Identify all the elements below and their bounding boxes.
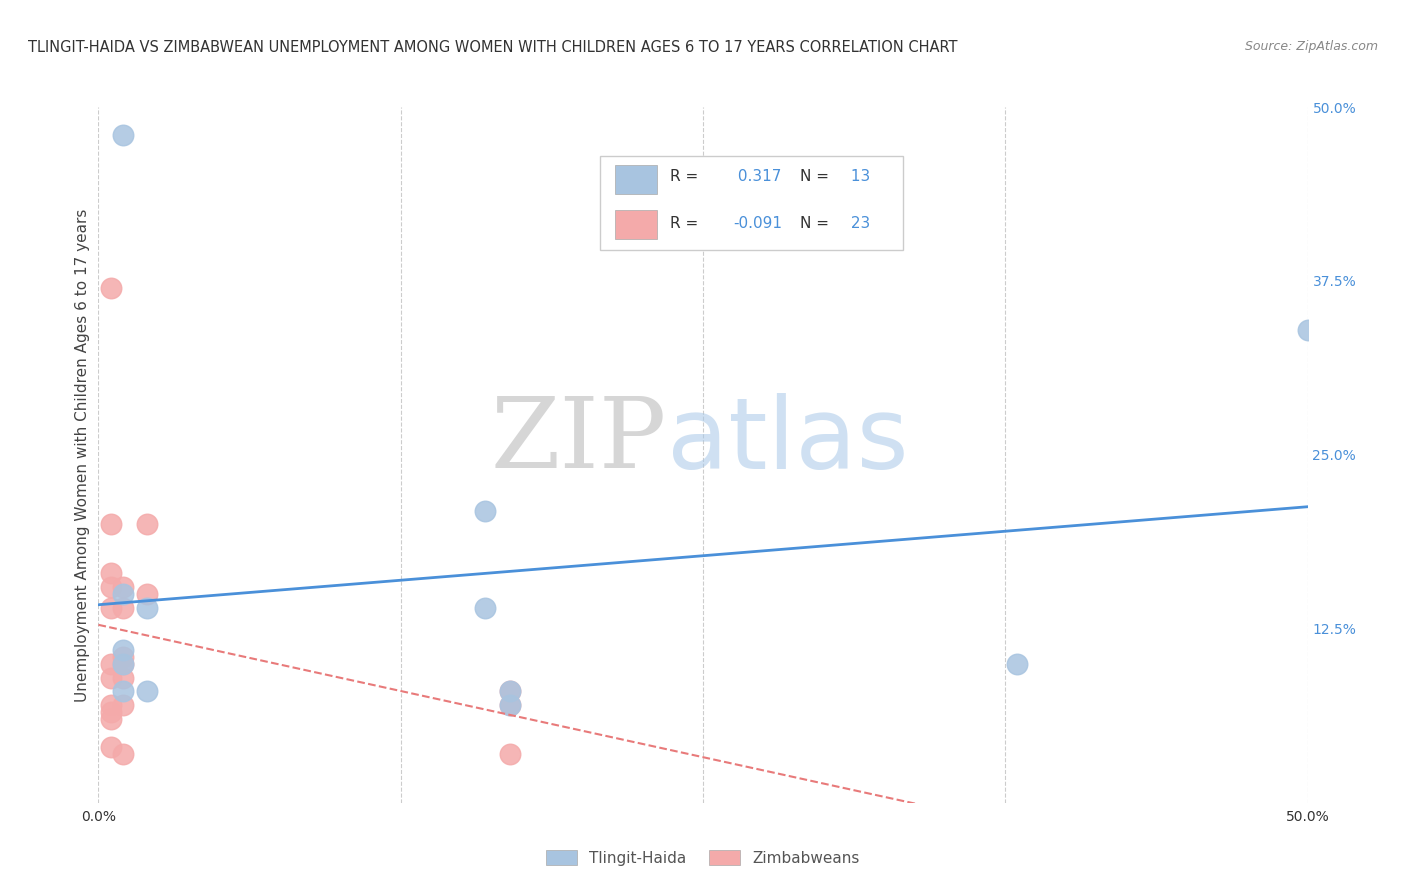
Text: 13: 13 (845, 169, 870, 184)
Point (100, 712, 122, 726)
Text: -0.091: -0.091 (734, 217, 782, 231)
Bar (614, 165, 657, 194)
Point (100, 566, 122, 581)
Point (111, 657, 134, 671)
Text: 23: 23 (845, 217, 870, 231)
Point (135, 587, 157, 601)
Text: R =: R = (671, 169, 699, 184)
Point (111, 671, 134, 685)
Point (111, 587, 134, 601)
Point (100, 698, 122, 713)
Point (1007, 657, 1029, 671)
Point (498, 684, 520, 698)
Point (100, 706, 122, 720)
Point (135, 601, 157, 615)
Point (100, 671, 122, 685)
Point (111, 747, 134, 761)
Text: R =: R = (671, 217, 699, 231)
Point (111, 128, 134, 142)
Text: Source: ZipAtlas.com: Source: ZipAtlas.com (1244, 40, 1378, 54)
Point (100, 601, 122, 615)
Point (111, 698, 134, 713)
Point (498, 698, 520, 713)
Text: ZIP: ZIP (491, 393, 666, 489)
Point (100, 740, 122, 755)
Point (111, 642, 134, 657)
Point (135, 684, 157, 698)
Text: N =: N = (800, 217, 828, 231)
Text: TLINGIT-HAIDA VS ZIMBABWEAN UNEMPLOYMENT AMONG WOMEN WITH CHILDREN AGES 6 TO 17 : TLINGIT-HAIDA VS ZIMBABWEAN UNEMPLOYMENT… (28, 40, 957, 55)
Bar (614, 210, 657, 239)
Point (498, 684, 520, 698)
Point (100, 281, 122, 295)
Text: N =: N = (800, 169, 828, 184)
Point (111, 580, 134, 594)
Point (111, 649, 134, 664)
Point (100, 580, 122, 594)
Point (1296, 323, 1319, 337)
Point (474, 601, 496, 615)
Point (474, 503, 496, 517)
Point (111, 657, 134, 671)
Text: 0.317: 0.317 (734, 169, 782, 184)
Point (100, 657, 122, 671)
Point (135, 517, 157, 532)
Y-axis label: Unemployment Among Women with Children Ages 6 to 17 years: Unemployment Among Women with Children A… (75, 208, 90, 702)
Point (111, 601, 134, 615)
Point (111, 684, 134, 698)
Text: atlas: atlas (666, 392, 908, 490)
Bar (600, 156, 903, 250)
Point (498, 747, 520, 761)
Point (100, 517, 122, 532)
Point (498, 698, 520, 713)
Legend: Tlingit-Haida, Zimbabweans: Tlingit-Haida, Zimbabweans (540, 844, 866, 871)
